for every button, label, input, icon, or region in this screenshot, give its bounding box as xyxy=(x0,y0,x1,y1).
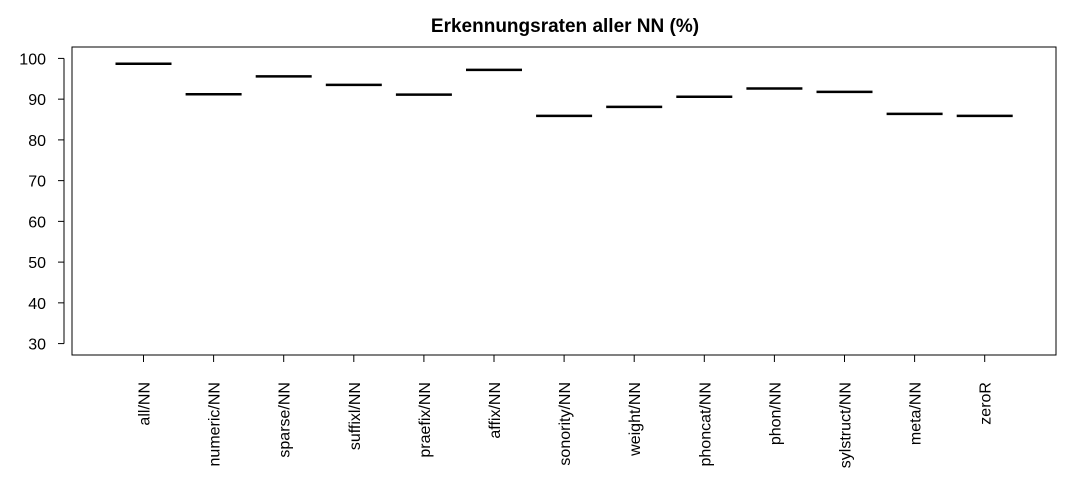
x-tick-label: sylstruct/NN xyxy=(838,382,855,468)
x-tick-label: phon/NN xyxy=(767,382,784,445)
x-tick-label: phoncat/NN xyxy=(697,382,714,467)
x-tick-label: sonority/NN xyxy=(557,382,574,466)
y-tick-label: 50 xyxy=(28,255,46,272)
y-tick-label: 30 xyxy=(28,337,46,354)
x-tick-label: praefix/NN xyxy=(417,382,434,458)
x-tick-label: zeroR xyxy=(978,382,995,425)
x-axis: all/NN numeric/NN sparse/NN suffixl/NN praef… xyxy=(137,354,995,468)
x-tick-label: affix/NN xyxy=(487,382,504,439)
y-tick-label: 40 xyxy=(28,296,46,313)
y-tick-label: 90 xyxy=(28,92,46,109)
y-tick-label: 100 xyxy=(19,51,46,68)
x-tick-label: weight/NN xyxy=(627,382,644,457)
x-tick-label: sparse/NN xyxy=(277,382,294,458)
y-tick-label: 60 xyxy=(28,214,46,231)
x-tick-label: meta/NN xyxy=(908,382,925,445)
chart-title: Erkennungsraten aller NN (%) xyxy=(431,16,699,37)
x-tick-label: all/NN xyxy=(137,382,154,426)
y-tick-label: 70 xyxy=(28,174,46,191)
x-tick-label: numeric/NN xyxy=(207,382,224,466)
y-tick-label: 80 xyxy=(28,133,46,150)
x-tick-label: suffixl/NN xyxy=(347,382,364,450)
bar-markers xyxy=(115,62,1013,118)
y-axis: 30 40 50 60 70 80 90 100 xyxy=(19,51,65,354)
